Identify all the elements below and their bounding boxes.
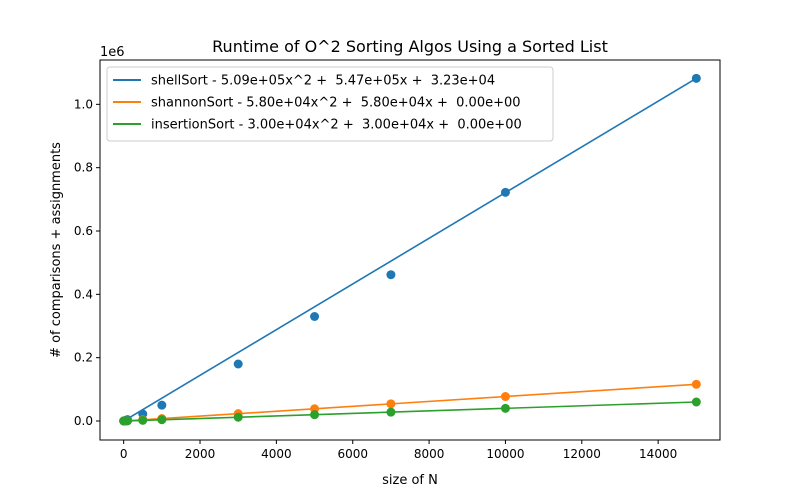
x-tick-label: 0 xyxy=(120,447,128,461)
shellsort-data-point xyxy=(386,270,396,280)
legend: shellSort - 5.09e+05x^2 + 5.47e+05x + 3.… xyxy=(106,66,554,142)
insertionsort-data-point xyxy=(310,410,320,420)
insertionsort-data-point xyxy=(138,415,148,425)
legend-label: shannonSort - 5.80e+04x^2 + 5.80e+04x + … xyxy=(151,96,521,111)
shannonsort-fit-line xyxy=(123,383,697,422)
shellsort-data-point xyxy=(233,359,243,369)
y-tick-label: 1.0 xyxy=(74,97,93,111)
x-tick-label: 10000 xyxy=(486,447,524,461)
shannonsort-data-point xyxy=(386,399,396,409)
insertionsort-data-point xyxy=(691,397,701,407)
insertionsort-data-point xyxy=(122,416,132,426)
axes-frame xyxy=(99,59,721,441)
y-axis-offset-label: 1e6 xyxy=(100,45,125,60)
y-tick-label: 0.4 xyxy=(74,287,93,301)
insertionsort-data-point xyxy=(233,412,243,422)
x-axis: 0 2000 4000 6000 8000 10000 12000 14000 xyxy=(120,440,677,461)
shellsort-fit-line xyxy=(123,77,697,422)
chart-title: Runtime of O^2 Sorting Algos Using a Sor… xyxy=(212,37,608,56)
y-axis: 0.0 0.2 0.4 0.6 0.8 1.0 xyxy=(74,97,100,428)
legend-label: shellSort - 5.09e+05x^2 + 5.47e+05x + 3.… xyxy=(151,74,495,89)
y-tick-label: 0.0 xyxy=(74,414,93,428)
y-tick-label: 0.6 xyxy=(74,224,93,238)
legend-box xyxy=(106,66,554,142)
y-tick-label: 0.2 xyxy=(74,351,93,365)
y-tick-label: 0.8 xyxy=(74,161,93,175)
shellsort-data-point xyxy=(157,400,167,410)
insertionsort-fit-line xyxy=(123,401,697,422)
x-axis-label: size of N xyxy=(382,473,438,488)
insertionsort-data-point xyxy=(386,407,396,417)
shannonsort-data-point xyxy=(691,379,701,389)
x-tick-label: 8000 xyxy=(414,447,445,461)
insertionsort-data-point xyxy=(157,415,167,425)
y-axis-label: # of comparisons + assignments xyxy=(49,142,64,358)
shellsort-data-point xyxy=(691,73,701,83)
plot-area xyxy=(119,73,701,426)
shellsort-data-point xyxy=(310,312,320,321)
x-tick-label: 4000 xyxy=(261,447,292,461)
x-tick-label: 2000 xyxy=(185,447,216,461)
shannonsort-data-point xyxy=(500,392,510,402)
x-tick-label: 6000 xyxy=(337,447,368,461)
x-tick-label: 12000 xyxy=(563,447,601,461)
insertionsort-data-point xyxy=(500,403,510,413)
x-tick-label: 14000 xyxy=(639,447,677,461)
shellsort-data-point xyxy=(500,187,510,197)
legend-label: insertionSort - 3.00e+04x^2 + 3.00e+04x … xyxy=(151,118,522,133)
